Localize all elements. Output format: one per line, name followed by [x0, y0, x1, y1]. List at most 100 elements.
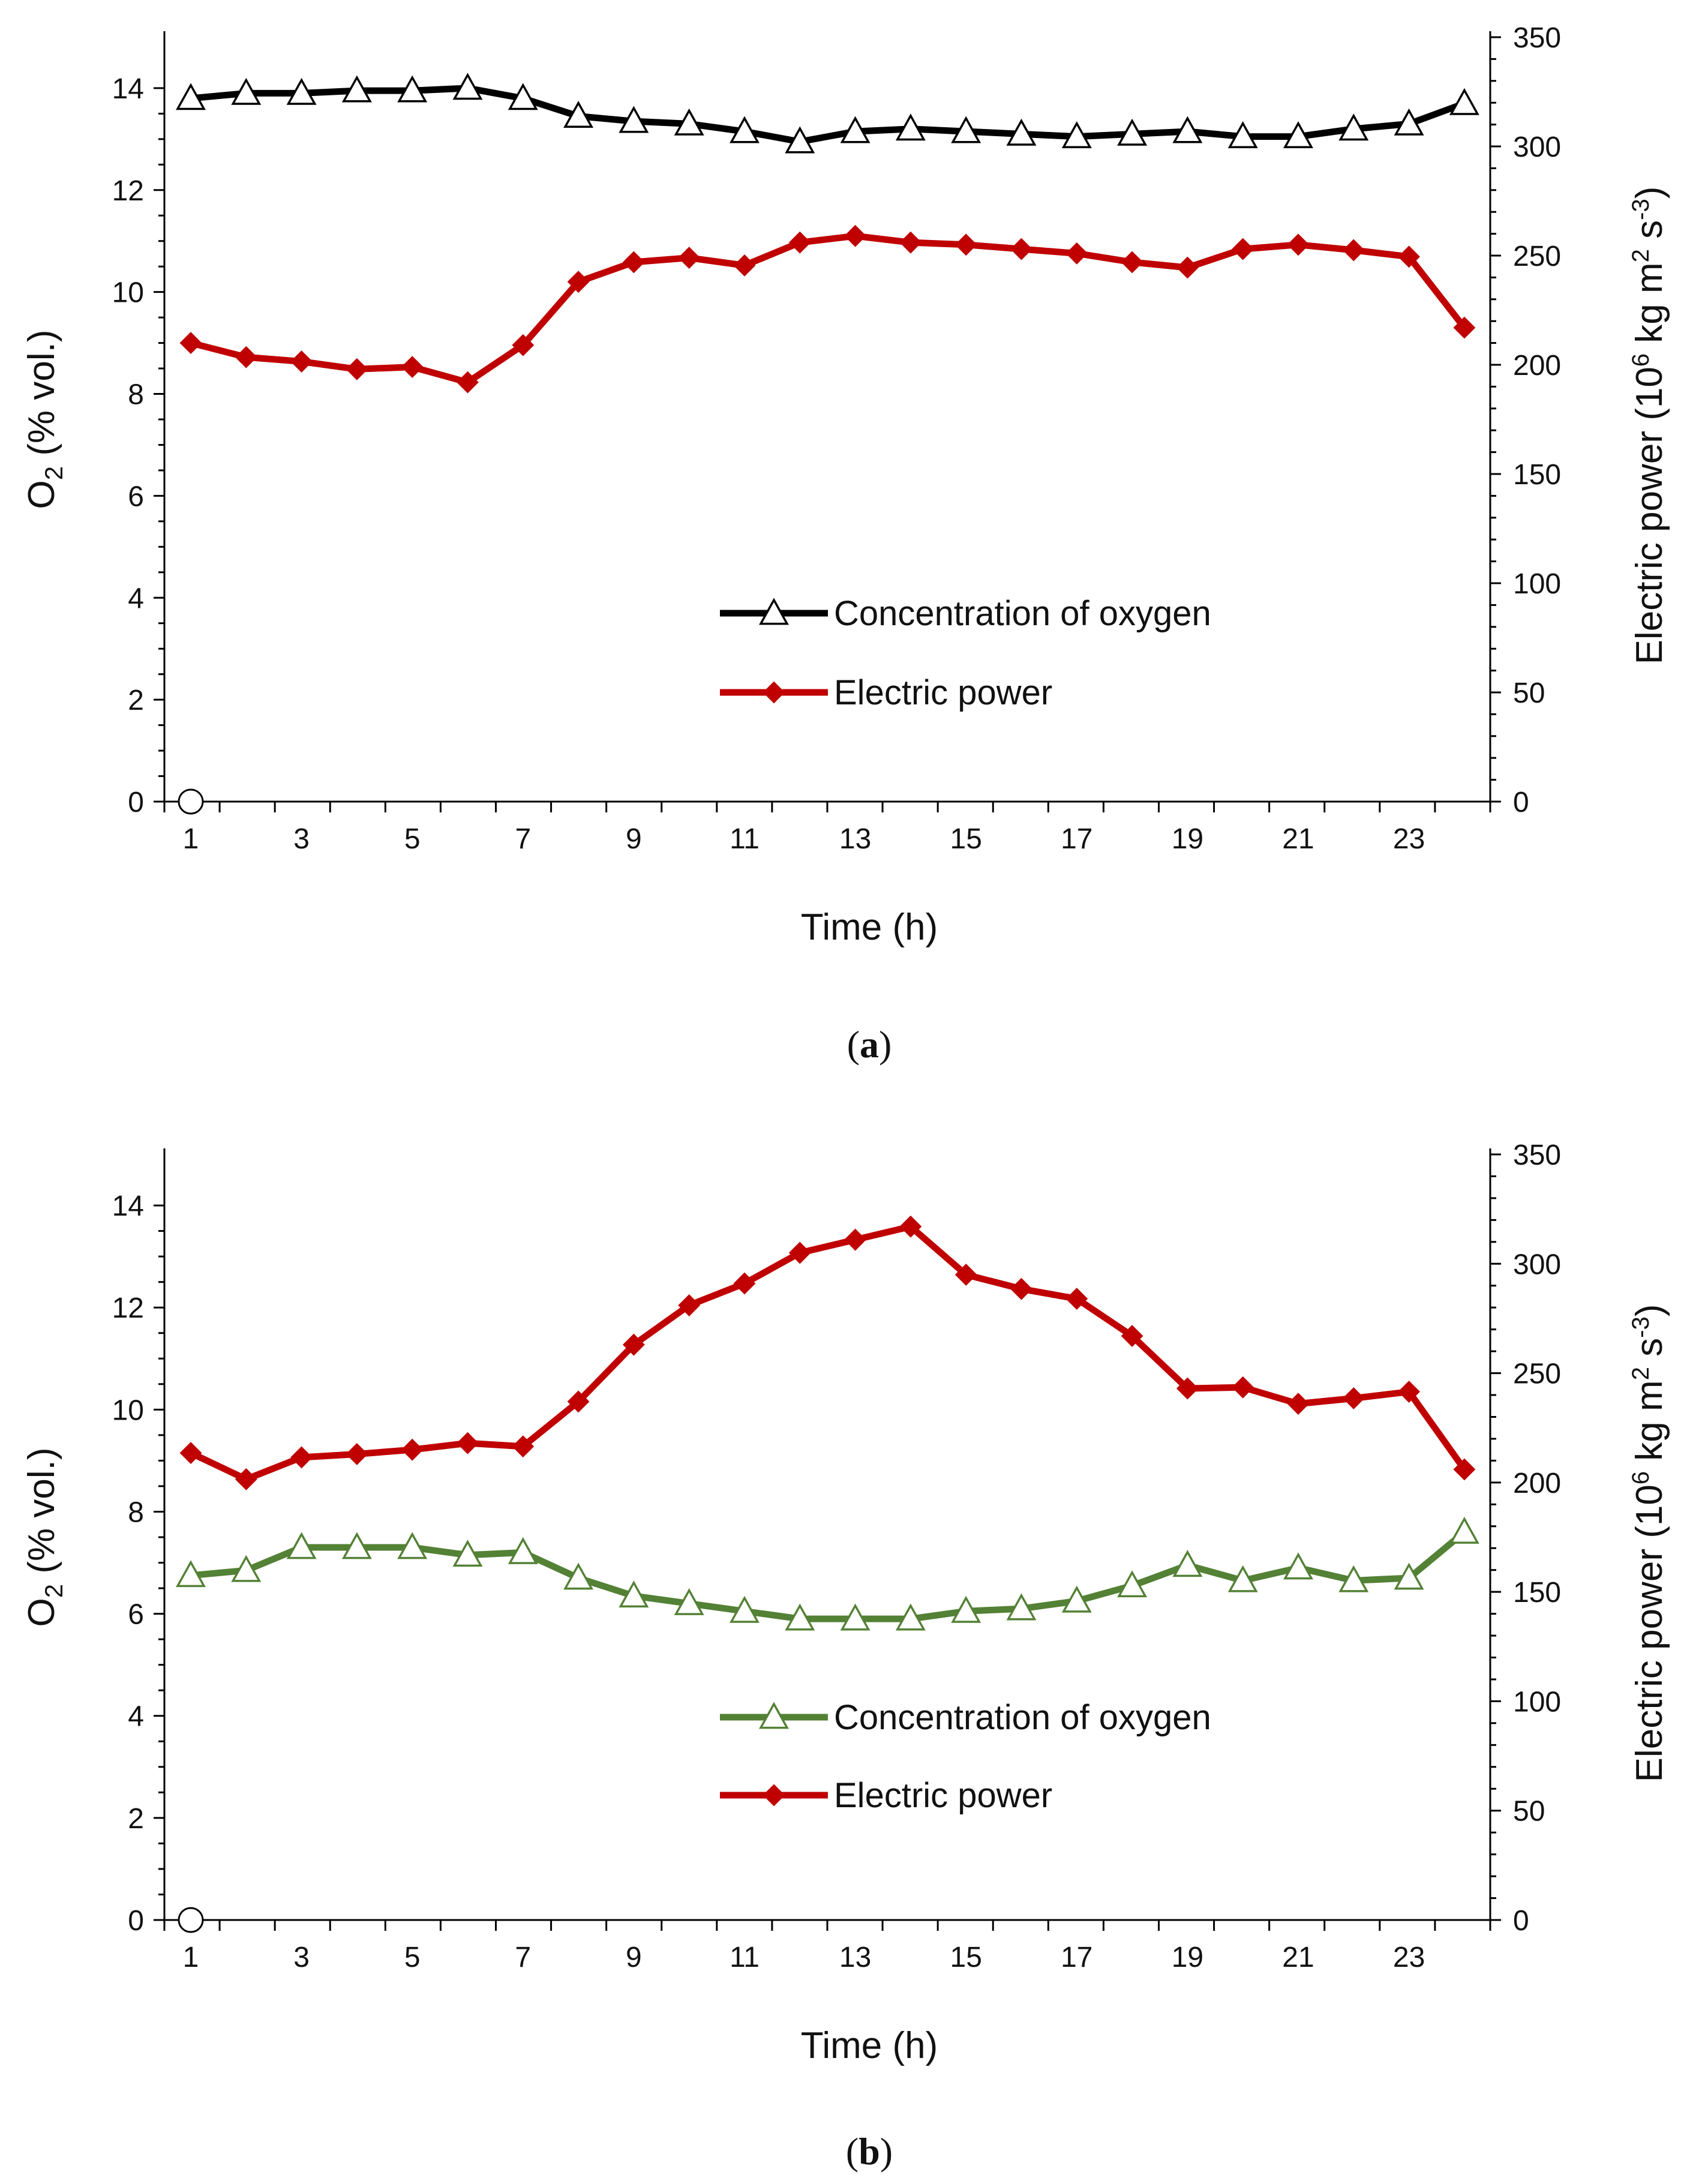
data-point	[176, 1560, 206, 1588]
data-point	[619, 1580, 649, 1608]
data-point	[1227, 121, 1258, 148]
data-point	[840, 1603, 870, 1631]
data-point	[1227, 1565, 1258, 1592]
y-tick-label: 8	[128, 379, 144, 411]
y-tick-label: 12	[112, 1292, 144, 1324]
series-line	[187, 232, 1468, 386]
series-line	[187, 85, 1468, 145]
x-tick-label: 19	[1172, 823, 1203, 855]
x-tick-label: 3	[293, 823, 310, 855]
data-point	[1283, 121, 1313, 148]
legend-swatch-marker	[759, 1702, 789, 1729]
data-point	[567, 1390, 590, 1413]
y2-axis-title: Electric power (106 kg m2 s-3)	[1628, 1304, 1670, 1783]
data-point	[290, 350, 313, 373]
y-tick-label: 6	[128, 1599, 144, 1631]
y-tick-label: 2	[128, 685, 144, 716]
legend-swatch-marker	[763, 1784, 785, 1807]
data-point	[1449, 88, 1479, 115]
data-point	[954, 233, 977, 256]
data-point	[1121, 1325, 1143, 1348]
data-point	[1121, 251, 1143, 274]
y2-tick-label: 50	[1513, 677, 1545, 709]
data-point	[1453, 1458, 1476, 1481]
legend-swatch-marker	[759, 598, 789, 625]
y-tick-label: 8	[128, 1496, 144, 1528]
panel-caption: (b)	[846, 2130, 893, 2173]
caption-close: )	[880, 2130, 893, 2173]
data-point	[1061, 121, 1092, 148]
y2-axis-title-mid: s	[1629, 220, 1670, 249]
data-point	[730, 116, 760, 143]
panel-caption: (a)	[847, 1023, 892, 1066]
y2-axis-title-sup: -3	[1628, 1316, 1654, 1338]
x-axis-title: Time (h)	[801, 2025, 938, 2066]
y-tick-label: 10	[112, 277, 144, 309]
data-point	[622, 1333, 645, 1356]
data-point	[733, 254, 756, 277]
y-axis-title-rest: (% vol.)	[21, 1448, 62, 1584]
y-tick-label: 6	[128, 481, 144, 512]
data-point	[674, 1588, 704, 1615]
data-point	[286, 1532, 317, 1559]
x-tick-label: 5	[404, 823, 421, 855]
y2-tick-label: 0	[1513, 1905, 1529, 1937]
x-tick-label: 15	[950, 1942, 982, 1973]
y2-tick-label: 100	[1513, 568, 1561, 600]
caption-close: )	[879, 1023, 891, 1066]
data-point	[788, 231, 811, 254]
x-tick-label: 5	[404, 1942, 421, 1973]
data-point	[179, 332, 202, 355]
data-point	[730, 1595, 760, 1623]
data-point	[179, 1442, 202, 1465]
data-point	[1338, 113, 1369, 141]
y2-tick-label: 250	[1513, 1358, 1561, 1390]
data-point	[1117, 118, 1148, 146]
data-point	[951, 116, 981, 143]
y2-tick-label: 300	[1513, 1249, 1561, 1280]
x-tick-label: 17	[1061, 823, 1092, 855]
data-point	[508, 83, 538, 110]
y-tick-label: 10	[112, 1394, 144, 1426]
data-point	[286, 77, 317, 105]
data-point	[1283, 1552, 1313, 1580]
data-point	[844, 1228, 867, 1251]
data-point	[512, 334, 535, 356]
x-tick-label: 1	[183, 1942, 199, 1973]
y-axis-title-main: O	[21, 480, 62, 509]
y2-axis-title-end: )	[1629, 187, 1670, 199]
data-point	[788, 1241, 811, 1264]
data-point	[785, 126, 815, 154]
x-tick-label: 7	[515, 1942, 531, 1973]
x-tick-label: 23	[1393, 1942, 1425, 1973]
series-power	[179, 224, 1476, 394]
data-point	[508, 1537, 538, 1564]
data-point	[231, 77, 262, 105]
series-line	[187, 1223, 1468, 1483]
y-tick-label: 14	[112, 73, 144, 105]
data-point	[397, 1532, 428, 1559]
data-point	[674, 108, 704, 136]
data-point	[567, 271, 590, 293]
y2-axis-title-mid: kg m	[1629, 262, 1670, 353]
data-point	[563, 101, 594, 128]
series-power	[179, 1215, 1476, 1490]
data-point	[899, 231, 922, 254]
data-point	[1449, 1516, 1479, 1544]
data-point	[954, 1264, 977, 1286]
data-point	[512, 1435, 535, 1458]
data-point	[1398, 1381, 1421, 1403]
data-point	[452, 1540, 483, 1567]
data-point	[457, 371, 479, 394]
data-point	[622, 251, 645, 274]
legend-label: Concentration of oxygen	[834, 1698, 1211, 1737]
y-tick-label: 4	[128, 1701, 144, 1733]
data-point	[346, 1443, 368, 1465]
data-point	[235, 1468, 257, 1490]
data-point	[1287, 1393, 1310, 1415]
data-point	[176, 83, 206, 110]
caption-open: (	[846, 2130, 858, 2173]
data-point	[1338, 1565, 1369, 1592]
data-point	[1176, 256, 1199, 279]
